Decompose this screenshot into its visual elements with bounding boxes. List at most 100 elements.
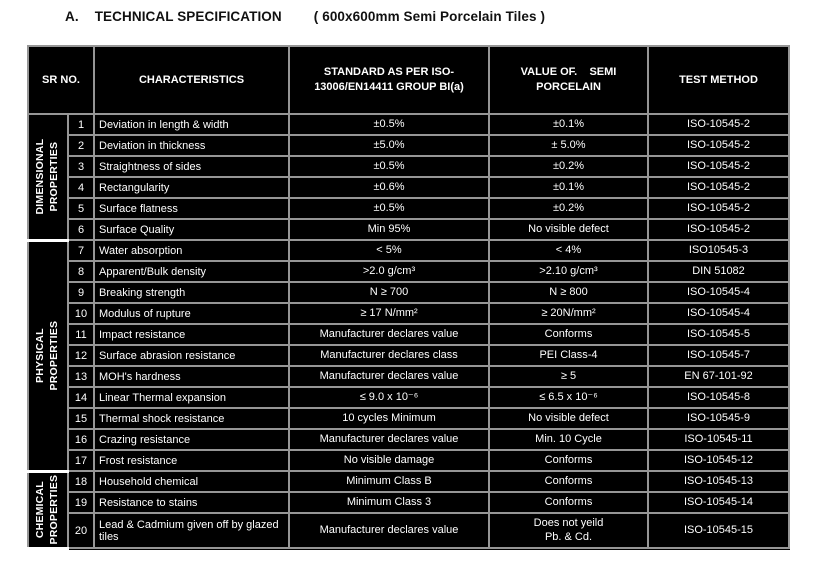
cell-test-method: EN 67-101-92	[647, 365, 790, 388]
cell-characteristic: Deviation in thickness	[93, 134, 290, 157]
cell-test-method: ISO-10545-12	[647, 449, 790, 472]
cell-standard-value: ±0.5%	[288, 113, 490, 136]
cell-sr-number: 14	[67, 386, 95, 409]
cell-sr-number: 8	[67, 260, 95, 283]
cell-sr-number: 19	[67, 491, 95, 514]
cell-semi-porcelain-value: Conforms	[488, 323, 649, 346]
cell-test-method: ISO-10545-11	[647, 428, 790, 451]
table-row-10: 10 Modulus of rupture ≥ 17 N/mm² ≥ 20N/mm² I…	[28, 302, 790, 325]
group-label-text: CHEMICAL PROPERTIES	[34, 474, 60, 545]
cell-sr-number: 10	[67, 302, 95, 325]
cell-sr-number: 2	[67, 134, 95, 157]
cell-characteristic: Modulus of rupture	[93, 302, 290, 325]
cell-characteristic: Deviation in length & width	[93, 113, 290, 136]
table-row-9: 9 Breaking strength N ≥ 700 N ≥ 800 ISO-1054…	[28, 281, 790, 304]
cell-test-method: ISO-10545-2	[647, 113, 790, 136]
table-row-6: 6 Surface Quality Min 95% No visible defect…	[28, 218, 790, 241]
cell-characteristic: Crazing resistance	[93, 428, 290, 451]
cell-semi-porcelain-value: PEI Class-4	[488, 344, 649, 367]
cell-sr-number: 11	[67, 323, 95, 346]
cell-characteristic: Surface Quality	[93, 218, 290, 241]
table-row-13: 13 MOH's hardness Manufacturer declares va…	[28, 365, 790, 388]
cell-test-method: ISO-10545-14	[647, 491, 790, 514]
cell-semi-porcelain-value: ±0.1%	[488, 113, 649, 136]
cell-sr-number: 13	[67, 365, 95, 388]
cell-test-method: ISO-10545-2	[647, 218, 790, 241]
cell-semi-porcelain-value: >2.10 g/cm³	[488, 260, 649, 283]
cell-sr-number: 4	[67, 176, 95, 199]
cell-semi-porcelain-value: ±0.2%	[488, 197, 649, 220]
table-row-8: 8 Apparent/Bulk density >2.0 g/cm³ >2.10 g/…	[28, 260, 790, 283]
cell-standard-value: ±0.5%	[288, 155, 490, 178]
cell-sr-number: 9	[67, 281, 95, 304]
cell-characteristic: Linear Thermal expansion	[93, 386, 290, 409]
cell-characteristic: Thermal shock resistance	[93, 407, 290, 430]
title-index: A.	[65, 9, 79, 24]
cell-test-method: ISO-10545-2	[647, 176, 790, 199]
cell-sr-number: 1	[67, 113, 95, 136]
cell-standard-value: >2.0 g/cm³	[288, 260, 490, 283]
cell-standard-value: Manufacturer declares value	[288, 365, 490, 388]
table-row-14: 14 Linear Thermal expansion ≤ 9.0 x 10⁻⁶ ≤ …	[28, 386, 790, 409]
cell-standard-value: ≤ 9.0 x 10⁻⁶	[288, 386, 490, 409]
cell-standard-value: No visible damage	[288, 449, 490, 472]
title-main: TECHNICAL SPECIFICATION	[94, 9, 282, 24]
cell-semi-porcelain-value: Does not yeild Pb. & Cd.	[488, 512, 649, 549]
cell-sr-number: 16	[67, 428, 95, 451]
cell-semi-porcelain-value: ≤ 6.5 x 10⁻⁶	[488, 386, 649, 409]
table-row-20: 20 Lead & Cadmium given off by glazed til…	[28, 512, 790, 549]
cell-standard-value: ±5.0%	[288, 134, 490, 157]
header-value: VALUE OF. SEMI PORCELAIN	[488, 45, 649, 115]
table-row-18: CHEMICAL PROPERTIES 18 Household chemical M…	[27, 469, 790, 550]
page-title: A. TECHNICAL SPECIFICATION ( 600x600mm S…	[65, 9, 545, 24]
cell-test-method: ISO-10545-4	[647, 281, 790, 304]
cell-standard-value: Manufacturer declares value	[288, 512, 490, 549]
header-row: SR NO. CHARACTERISTICS STANDARD AS PER I…	[27, 45, 790, 115]
cell-sr-number: 18	[67, 470, 95, 493]
group-label-chemical: CHEMICAL PROPERTIES	[27, 469, 69, 550]
cell-semi-porcelain-value: ≥ 5	[488, 365, 649, 388]
table-row-4: 4 Rectangularity ±0.6% ±0.1% ISO-10545-2	[28, 176, 790, 199]
table-row-11: 11 Impact resistance Manufacturer declares…	[28, 323, 790, 346]
cell-characteristic: Frost resistance	[93, 449, 290, 472]
cell-characteristic: Straightness of sides	[93, 155, 290, 178]
cell-test-method: ISO10545-3	[647, 239, 790, 262]
table-row-12: 12 Surface abrasion resistance Manufacture…	[28, 344, 790, 367]
cell-characteristic: Household chemical	[93, 470, 290, 493]
cell-standard-value: 10 cycles Minimum	[288, 407, 490, 430]
table-row-15: 15 Thermal shock resistance 10 cycles Mini…	[28, 407, 790, 430]
header-standard: STANDARD AS PER ISO- 13006/EN14411 GROUP…	[288, 45, 490, 115]
cell-characteristic: Impact resistance	[93, 323, 290, 346]
cell-test-method: ISO-10545-4	[647, 302, 790, 325]
table-row-16: 16 Crazing resistance Manufacturer declare…	[28, 428, 790, 451]
cell-sr-number: 6	[67, 218, 95, 241]
cell-semi-porcelain-value: ≥ 20N/mm²	[488, 302, 649, 325]
cell-semi-porcelain-value: ±0.1%	[488, 176, 649, 199]
cell-test-method: ISO-10545-2	[647, 155, 790, 178]
cell-standard-value: Manufacturer declares value	[288, 323, 490, 346]
cell-sr-number: 17	[67, 449, 95, 472]
cell-standard-value: < 5%	[288, 239, 490, 262]
cell-test-method: ISO-10545-9	[647, 407, 790, 430]
cell-characteristic: MOH's hardness	[93, 365, 290, 388]
table-row-2: 2 Deviation in thickness ±5.0% ± 5.0% ISO-10…	[28, 134, 790, 157]
table-row-17: 17 Frost resistance No visible damage Confo…	[28, 449, 790, 472]
cell-standard-value: Min 95%	[288, 218, 490, 241]
cell-test-method: ISO-10545-5	[647, 323, 790, 346]
title-subtitle: ( 600x600mm Semi Porcelain Tiles )	[313, 9, 546, 24]
cell-test-method: ISO-10545-15	[647, 512, 790, 549]
table-row-1: DIMENSIONAL PROPERTIES 1 Deviation in leng…	[27, 113, 790, 241]
technical-specification-table: SR NO. CHARACTERISTICS STANDARD AS PER I…	[27, 45, 790, 550]
cell-characteristic: Apparent/Bulk density	[93, 260, 290, 283]
cell-test-method: ISO-10545-2	[647, 134, 790, 157]
cell-standard-value: Manufacturer declares value	[288, 428, 490, 451]
table-row-3: 3 Straightness of sides ±0.5% ±0.2% ISO-1054…	[28, 155, 790, 178]
cell-standard-value: Minimum Class B	[288, 470, 490, 493]
header-characteristics: CHARACTERISTICS	[93, 45, 290, 115]
cell-standard-value: Minimum Class 3	[288, 491, 490, 514]
cell-test-method: ISO-10545-7	[647, 344, 790, 367]
cell-characteristic: Surface flatness	[93, 197, 290, 220]
cell-test-method: DIN 51082	[647, 260, 790, 283]
cell-sr-number: 7	[67, 239, 95, 262]
